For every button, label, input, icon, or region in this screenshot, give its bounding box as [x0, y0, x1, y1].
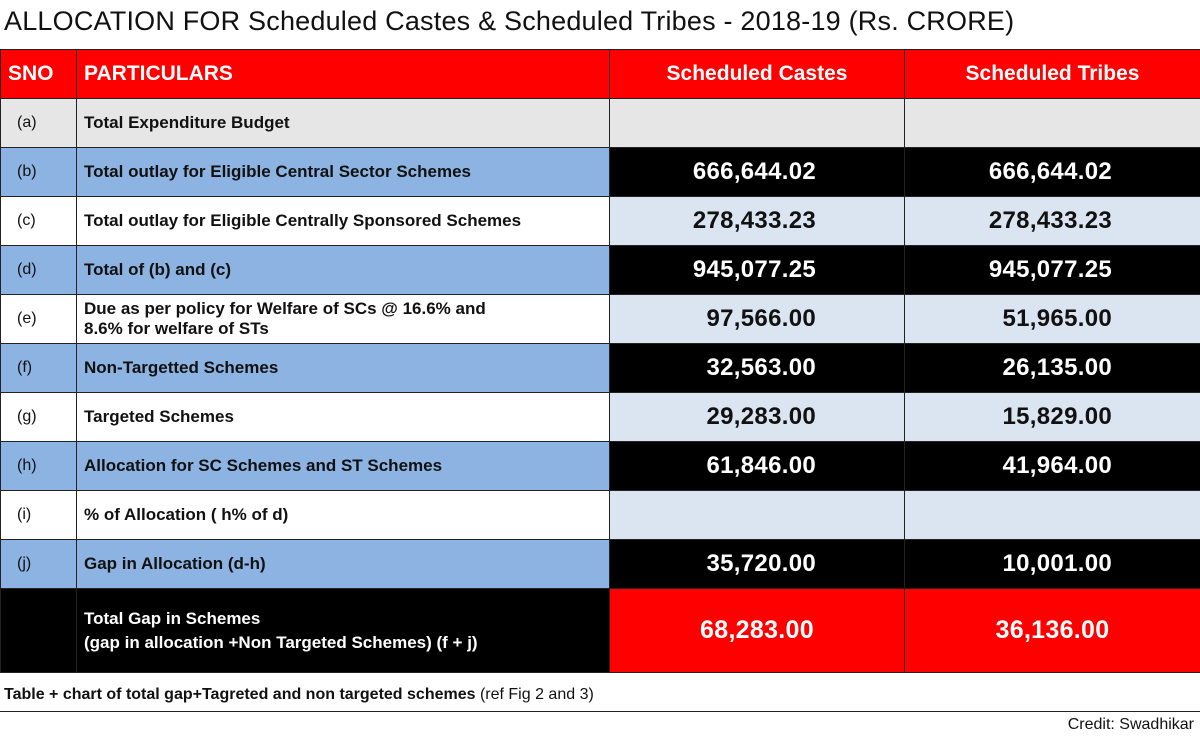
row-st-value: 15,829.00: [904, 392, 1200, 442]
row-st-value: 41,964.00: [904, 441, 1200, 491]
row-sc-value: 35,720.00: [609, 539, 905, 589]
credit-text: Credit: Swadhikar: [1067, 716, 1194, 733]
row-sc-value: [609, 98, 905, 148]
page-title: ALLOCATION FOR Scheduled Castes & Schedu…: [4, 6, 1015, 36]
row-particulars: Total outlay for Eligible Centrally Spon…: [76, 196, 610, 246]
row-sc-value: 29,283.00: [609, 392, 905, 442]
row-sc-value: 666,644.02: [609, 147, 905, 197]
row-particulars: Targeted Schemes: [76, 392, 610, 442]
row-sc-value: 61,846.00: [609, 441, 905, 491]
row-particulars: Total of (b) and (c): [76, 245, 610, 295]
table-row: (j) Gap in Allocation (d-h) 35,720.00 10…: [0, 539, 1200, 589]
row-sno: (i): [0, 490, 77, 540]
row-sno: (b): [0, 147, 77, 197]
row-sc-value: [609, 490, 905, 540]
row-sc-value: 278,433.23: [609, 196, 905, 246]
table-row: (b) Total outlay for Eligible Central Se…: [0, 147, 1200, 197]
row-st-value: 666,644.02: [904, 147, 1200, 197]
row-particulars: Non-Targetted Schemes: [76, 343, 610, 393]
footnote-ref: (ref Fig 2 and 3): [475, 686, 594, 703]
row-sc-value: 32,563.00: [609, 343, 905, 393]
table-row: (h) Allocation for SC Schemes and ST Sch…: [0, 441, 1200, 491]
row-st-value: 51,965.00: [904, 294, 1200, 344]
row-sno: (d): [0, 245, 77, 295]
row-particulars: Total outlay for Eligible Central Sector…: [76, 147, 610, 197]
header-sno: SNO: [0, 49, 77, 99]
row-particulars: % of Allocation ( h% of d): [76, 490, 610, 540]
row-st-value: 10,001.00: [904, 539, 1200, 589]
total-gap-row: Total Gap in Schemes (gap in allocation …: [0, 588, 1200, 673]
row-sno: (e): [0, 294, 77, 344]
total-gap-title: Total Gap in Schemes: [84, 608, 261, 628]
row-sno: (h): [0, 441, 77, 491]
row-st-value: 278,433.23: [904, 196, 1200, 246]
row-sc-value: 945,077.25: [609, 245, 905, 295]
total-gap-label: Total Gap in Schemes (gap in allocation …: [76, 588, 610, 673]
row-sno: (a): [0, 98, 77, 148]
header-scheduled-tribes: Scheduled Tribes: [904, 49, 1200, 99]
row-sno: (c): [0, 196, 77, 246]
row-sno: (f): [0, 343, 77, 393]
row-particulars: Gap in Allocation (d-h): [76, 539, 610, 589]
row-particulars: Due as per policy for Welfare of SCs @ 1…: [76, 294, 610, 344]
header-particulars: PARTICULARS: [76, 49, 610, 99]
row-st-value: 26,135.00: [904, 343, 1200, 393]
row-sno: (g): [0, 392, 77, 442]
table-header-row: SNO PARTICULARS Scheduled Castes Schedul…: [0, 49, 1200, 99]
divider: [0, 711, 1200, 712]
table-row: (c) Total outlay for Eligible Centrally …: [0, 196, 1200, 246]
footnote-bold: Table + chart of total gap+Tagreted and …: [4, 686, 476, 703]
table-row: (i) % of Allocation ( h% of d): [0, 490, 1200, 540]
total-gap-st-value: 36,136.00: [904, 588, 1200, 673]
total-gap-formula: (gap in allocation +Non Targeted Schemes…: [84, 632, 478, 652]
row-st-value: 945,077.25: [904, 245, 1200, 295]
row-particulars-line: Due as per policy for Welfare of SCs @ 1…: [84, 299, 486, 318]
footnote: Table + chart of total gap+Tagreted and …: [4, 686, 594, 704]
table-row: (a) Total Expenditure Budget: [0, 98, 1200, 148]
table-row: (e) Due as per policy for Welfare of SCs…: [0, 294, 1200, 344]
row-st-value: [904, 490, 1200, 540]
row-particulars: Allocation for SC Schemes and ST Schemes: [76, 441, 610, 491]
row-particulars-line: 8.6% for welfare of STs: [84, 319, 269, 338]
total-sno-empty: [0, 588, 77, 673]
total-gap-sc-value: 68,283.00: [609, 588, 905, 673]
row-st-value: [904, 98, 1200, 148]
row-sno: (j): [0, 539, 77, 589]
table-row: (f) Non-Targetted Schemes 32,563.00 26,1…: [0, 343, 1200, 393]
row-sc-value: 97,566.00: [609, 294, 905, 344]
table-row: (d) Total of (b) and (c) 945,077.25 945,…: [0, 245, 1200, 295]
table-row: (g) Targeted Schemes 29,283.00 15,829.00: [0, 392, 1200, 442]
row-particulars: Total Expenditure Budget: [76, 98, 610, 148]
allocation-table: SNO PARTICULARS Scheduled Castes Schedul…: [0, 49, 1200, 673]
header-scheduled-castes: Scheduled Castes: [609, 49, 905, 99]
